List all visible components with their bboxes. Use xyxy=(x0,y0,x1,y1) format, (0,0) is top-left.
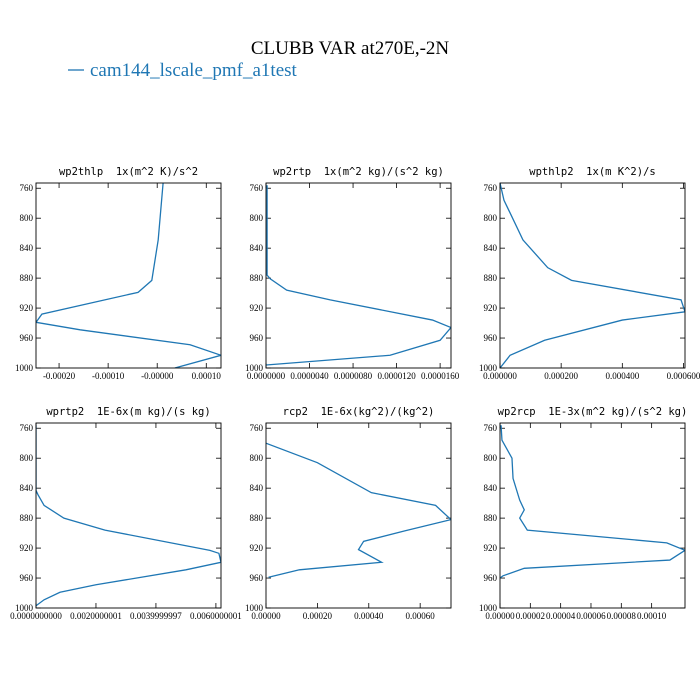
y-tick-label: 880 xyxy=(484,513,498,523)
y-tick-label: 800 xyxy=(20,213,34,223)
y-tick-label: 880 xyxy=(250,513,264,523)
plot-area xyxy=(266,442,451,578)
plot-frame xyxy=(265,182,452,369)
x-tick-label: 0.00020 xyxy=(303,611,333,621)
x-tick-label: -0.00000 xyxy=(141,371,174,381)
x-tick-label: 0.0039999997 xyxy=(130,611,182,621)
y-tick-label: 840 xyxy=(20,483,34,493)
y-tick-label: 800 xyxy=(250,453,264,463)
x-tick-label: 0.00002 xyxy=(516,611,545,621)
y-tick-label: 800 xyxy=(484,453,498,463)
y-tick-label: 760 xyxy=(484,423,498,433)
x-tick-label: 0.0000120 xyxy=(377,371,416,381)
x-tick-label: 0.0000000 xyxy=(247,371,286,381)
panel-title: wp2rcp 1E-3x(m^2 kg)/(s^2 kg) xyxy=(498,406,688,418)
y-tick-label: 840 xyxy=(250,243,264,253)
x-tick-label: 0.000400 xyxy=(605,371,639,381)
x-tick-label: 0.00040 xyxy=(354,611,384,621)
y-tick-label: 840 xyxy=(250,483,264,493)
y-tick-label: 920 xyxy=(20,543,34,553)
panel-title: wpthlp2 1x(m K^2)/s xyxy=(529,166,655,178)
plot-area xyxy=(36,183,221,368)
y-tick-label: 1000 xyxy=(245,363,264,373)
x-tick-label: 0.00060 xyxy=(406,611,436,621)
x-tick-label: 0.00008 xyxy=(607,611,637,621)
y-tick-label: 840 xyxy=(484,483,498,493)
x-tick-label: 0.0000000000 xyxy=(10,611,62,621)
plot-frame xyxy=(265,422,452,609)
y-tick-label: 800 xyxy=(250,213,264,223)
plot-area xyxy=(36,425,221,607)
y-tick-label: 880 xyxy=(20,273,34,283)
profile-line xyxy=(36,425,221,607)
y-tick-label: 1000 xyxy=(245,603,264,613)
profile-line xyxy=(500,183,685,368)
profile-line xyxy=(266,185,451,366)
y-tick-label: 960 xyxy=(20,573,34,583)
x-tick-label: 0.00000 xyxy=(485,611,515,621)
y-tick-label: 1000 xyxy=(15,363,34,373)
y-tick-label: 800 xyxy=(484,213,498,223)
plot-frame xyxy=(35,422,222,609)
y-tick-label: 1000 xyxy=(479,603,498,613)
profile-line xyxy=(36,183,221,368)
x-tick-label: -0.00020 xyxy=(43,371,76,381)
panel-title: wp2thlp 1x(m^2 K)/s^2 xyxy=(59,166,198,178)
x-tick-label: 0.00000 xyxy=(251,611,281,621)
y-tick-label: 840 xyxy=(484,243,498,253)
y-tick-label: 760 xyxy=(250,423,264,433)
x-tick-label: 0.000600 xyxy=(667,371,700,381)
y-tick-label: 760 xyxy=(20,183,34,193)
y-tick-label: 760 xyxy=(484,183,498,193)
y-tick-label: 960 xyxy=(250,573,264,583)
y-tick-label: 960 xyxy=(484,573,498,583)
y-tick-label: 1000 xyxy=(15,603,34,613)
x-tick-label: 0.000200 xyxy=(544,371,578,381)
y-tick-label: 880 xyxy=(20,513,34,523)
plot-area xyxy=(500,425,685,579)
x-tick-label: 0.0060000001 xyxy=(190,611,242,621)
x-tick-label: -0.00010 xyxy=(92,371,125,381)
x-tick-label: 0.00010 xyxy=(637,611,667,621)
panel-title: rcp2 1E-6x(kg^2)/(kg^2) xyxy=(283,406,435,418)
x-tick-label: 0.00004 xyxy=(546,611,576,621)
y-tick-label: 960 xyxy=(20,333,34,343)
y-tick-label: 880 xyxy=(250,273,264,283)
y-tick-label: 1000 xyxy=(479,363,498,373)
profile-line xyxy=(500,425,685,579)
y-tick-label: 920 xyxy=(484,543,498,553)
x-tick-label: 0.0000040 xyxy=(290,371,329,381)
y-tick-label: 800 xyxy=(20,453,34,463)
y-tick-label: 760 xyxy=(20,423,34,433)
y-tick-label: 960 xyxy=(484,333,498,343)
x-tick-label: 0.0020000001 xyxy=(70,611,122,621)
plot-area xyxy=(500,183,685,368)
x-tick-label: 0.00010 xyxy=(192,371,222,381)
legend-label: cam144_lscale_pmf_a1test xyxy=(90,60,298,81)
plot-frame xyxy=(499,182,686,369)
y-tick-label: 920 xyxy=(484,303,498,313)
y-tick-label: 920 xyxy=(20,303,34,313)
chart-title: CLUBB VAR at270E,-2N xyxy=(251,38,450,59)
y-tick-label: 920 xyxy=(250,303,264,313)
x-tick-label: 0.0000160 xyxy=(421,371,460,381)
plot-frame xyxy=(499,422,686,609)
panel-title: wp2rtp 1x(m^2 kg)/(s^2 kg) xyxy=(273,166,444,178)
profile-line xyxy=(266,442,451,578)
x-tick-label: 0.0000080 xyxy=(334,371,373,381)
y-tick-label: 920 xyxy=(250,543,264,553)
y-tick-label: 760 xyxy=(250,183,264,193)
x-tick-label: 0.000000 xyxy=(483,371,517,381)
y-tick-label: 840 xyxy=(20,243,34,253)
y-tick-label: 880 xyxy=(484,273,498,283)
plot-area xyxy=(266,185,451,366)
y-tick-label: 960 xyxy=(250,333,264,343)
panel-title: wprtp2 1E-6x(m kg)/(s kg) xyxy=(46,406,210,418)
plot-frame xyxy=(35,182,222,369)
x-tick-label: 0.00006 xyxy=(576,611,606,621)
